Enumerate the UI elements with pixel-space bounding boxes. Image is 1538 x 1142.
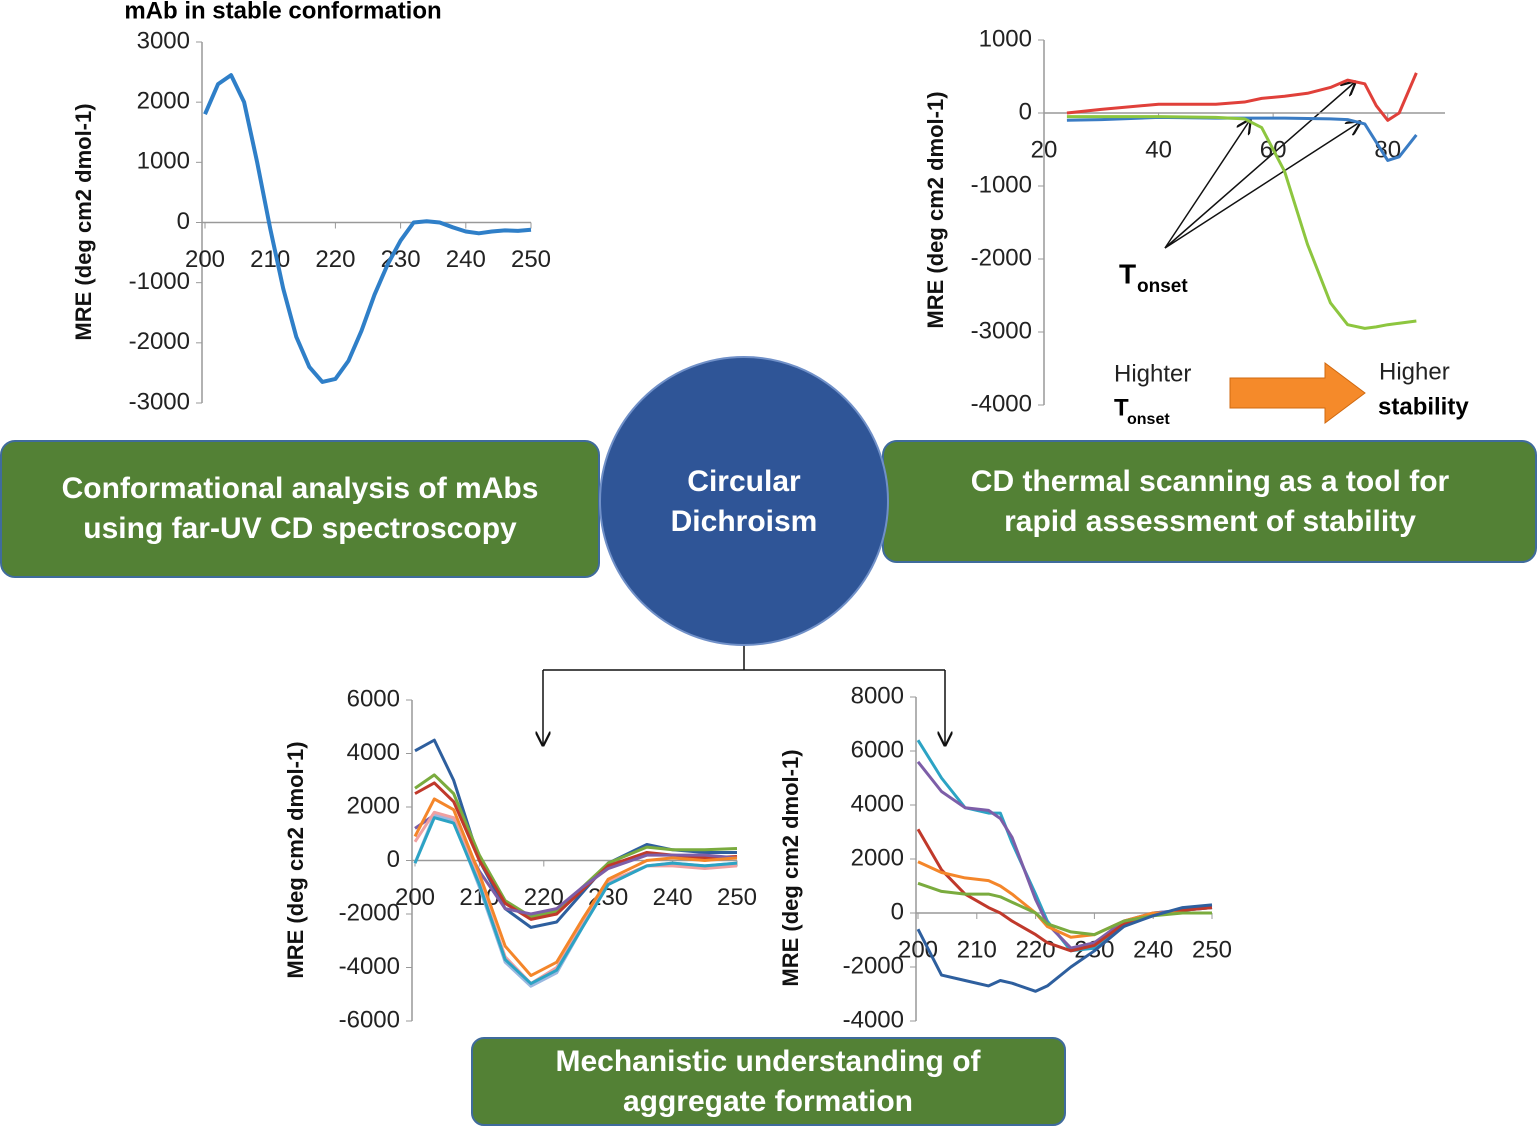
x-tick-label: 240	[446, 246, 486, 273]
higher-tonset-main: T	[1114, 394, 1129, 421]
y-tick-label: 4000	[851, 790, 904, 817]
data-line	[1066, 115, 1417, 330]
y-tick-label: 2000	[137, 88, 190, 115]
data-line	[1066, 72, 1418, 122]
y-tick-label: 0	[1019, 98, 1032, 125]
chart-title: mAb in stable conformation	[124, 0, 441, 24]
y-tick-label: -1000	[129, 268, 190, 295]
x-tick-label: 250	[717, 884, 757, 911]
y-tick-label: 2000	[851, 844, 904, 871]
x-tick-label: 240	[653, 884, 693, 911]
connector	[543, 640, 945, 745]
center-line1: Circular	[687, 465, 801, 498]
bottom-box-line2: aggregate formation	[623, 1085, 913, 1118]
y-tick-label: -2000	[843, 952, 904, 979]
data-line	[203, 73, 532, 384]
x-tick-label: 200	[898, 936, 938, 963]
data-line	[413, 816, 738, 986]
x-tick-label: 210	[250, 246, 290, 273]
y-tick-label: 6000	[851, 736, 904, 763]
y-tick-label: 0	[387, 846, 400, 873]
orange-arrow	[1229, 362, 1366, 424]
right-box-line1: CD thermal scanning as a tool for	[971, 465, 1450, 498]
right-box	[882, 440, 1537, 563]
y-tick-label: -4000	[843, 1006, 904, 1033]
higher-tonset-text: Highter	[1114, 360, 1191, 387]
y-axis-label: MRE (deg cm2 dmol-1)	[923, 91, 948, 328]
y-tick-label: -4000	[971, 390, 1032, 417]
y-tick-label: -1000	[971, 171, 1032, 198]
y-tick-label: -2000	[971, 244, 1032, 271]
y-tick-label: -4000	[339, 953, 400, 980]
x-tick-label: 20	[1031, 136, 1058, 163]
data-line	[916, 828, 1213, 953]
x-tick-label: 210	[957, 936, 997, 963]
left-box	[0, 440, 600, 578]
higher-stability-line2: stability	[1378, 393, 1469, 420]
y-tick-label: 0	[177, 208, 190, 235]
y-tick-label: 0	[891, 898, 904, 925]
center-line2: Dichroism	[671, 505, 818, 538]
y-tick-label: -3000	[129, 388, 190, 415]
y-tick-label: 4000	[347, 739, 400, 766]
data-line	[916, 760, 1213, 950]
y-tick-label: -3000	[971, 317, 1032, 344]
higher-stability-line1: Higher	[1379, 358, 1450, 385]
data-line	[917, 860, 1212, 939]
center-circle	[599, 356, 889, 646]
data-line	[916, 739, 1213, 953]
data-line	[916, 903, 1213, 993]
tonset-arrows	[1164, 82, 1360, 249]
y-tick-label: 8000	[851, 682, 904, 709]
y-tick-label: 6000	[347, 685, 400, 712]
x-tick-label: 250	[1192, 936, 1232, 963]
right-box-line2: rapid assessment of stability	[1004, 505, 1416, 538]
tonset-sub: onset	[1137, 276, 1188, 297]
y-tick-label: -6000	[339, 1006, 400, 1033]
x-tick-label: 40	[1145, 136, 1172, 163]
y-axis-label: MRE (deg cm2 dmol-1)	[778, 749, 803, 986]
y-axis-label: MRE (deg cm2 dmol-1)	[71, 103, 96, 340]
higher-tonset-sub: onset	[1127, 411, 1170, 428]
y-tick-label: -2000	[129, 328, 190, 355]
x-tick-label: 220	[315, 246, 355, 273]
x-tick-label: 240	[1133, 936, 1173, 963]
data-line	[414, 773, 738, 919]
y-tick-label: 1000	[137, 148, 190, 175]
x-tick-label: 200	[185, 246, 225, 273]
y-tick-label: -2000	[339, 899, 400, 926]
data-line	[1066, 115, 1418, 162]
x-tick-label: 250	[511, 246, 551, 273]
data-line	[413, 797, 738, 978]
bottom-box	[471, 1037, 1066, 1126]
x-tick-label: 220	[1016, 936, 1056, 963]
y-tick-label: 2000	[347, 792, 400, 819]
left-box-line1: Conformational analysis of mAbs	[62, 472, 539, 505]
bottom-box-line1: Mechanistic understanding of	[555, 1045, 981, 1078]
y-tick-label: 1000	[979, 25, 1032, 52]
tonset-main: T	[1119, 258, 1136, 289]
x-tick-label: 200	[395, 884, 435, 911]
y-tick-label: 3000	[137, 27, 190, 54]
left-box-line2: using far-UV CD spectroscopy	[83, 512, 517, 545]
y-axis-label: MRE (deg cm2 dmol-1)	[283, 741, 308, 978]
